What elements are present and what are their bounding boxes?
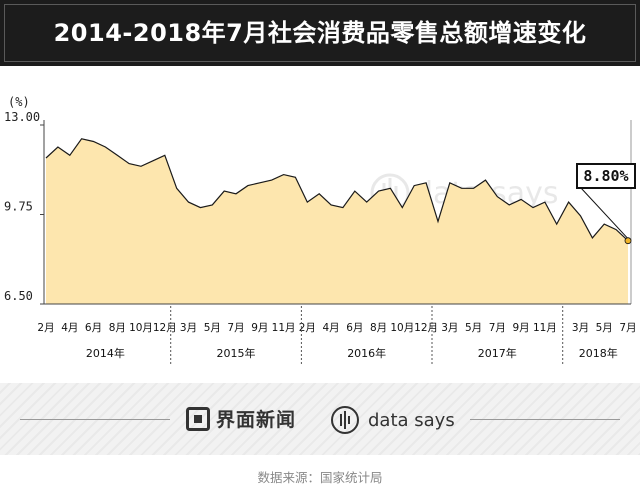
- x-tick-label: 4月: [323, 322, 340, 334]
- x-tick-label: 10月: [390, 322, 414, 334]
- footer: 界面新闻 data says 数据来源：国家统计局: [0, 383, 640, 504]
- x-tick-label: 11月: [533, 322, 557, 334]
- x-tick-label: 7月: [619, 322, 636, 334]
- y-tick-label: 13.00: [4, 110, 40, 124]
- x-tick-label: 2月: [37, 322, 54, 334]
- x-tick-label: 10月: [129, 322, 153, 334]
- x-tick-label: 3月: [572, 322, 589, 334]
- footer-divider-left: [20, 419, 170, 420]
- chart-title: 2014-2018年7月社会消费品零售总额增速变化: [53, 19, 587, 47]
- year-label: 2018年: [579, 346, 618, 360]
- brand-datasays-name: data says: [368, 409, 455, 431]
- datasays-logo-icon: [331, 406, 359, 434]
- footer-divider-right: [470, 419, 620, 420]
- x-tick-label: 2月: [299, 322, 316, 334]
- brand-jiemian: 界面新闻: [186, 405, 296, 432]
- x-tick-label: 6月: [346, 322, 363, 334]
- y-unit-label: (%): [8, 95, 30, 109]
- x-tick-label: 7月: [227, 322, 244, 334]
- last-point-marker: [624, 237, 632, 245]
- x-tick-label: 3月: [441, 322, 458, 334]
- y-tick-label: 6.50: [4, 289, 33, 303]
- y-ticks: 13.00 9.75 6.50: [4, 110, 44, 305]
- year-label: 2015年: [217, 346, 256, 360]
- x-tick-label: 5月: [204, 322, 221, 334]
- x-tick-label: 9月: [251, 322, 268, 334]
- year-labels: 2014年 2015年 2016年 2017年 2018年: [86, 306, 618, 366]
- callout-box: [576, 163, 636, 189]
- y-tick-label: 9.75: [4, 200, 33, 214]
- year-label: 2017年: [478, 346, 517, 360]
- x-tick-label: 8月: [109, 322, 126, 334]
- x-tick-label: 3月: [180, 322, 197, 334]
- data-source: 数据来源：国家统计局: [257, 470, 383, 485]
- x-tick-label: 8月: [370, 322, 387, 334]
- x-tick-label: 6月: [85, 322, 102, 334]
- brand-datasays: data says: [330, 405, 455, 435]
- callout: 8.80%: [576, 163, 636, 245]
- series-line: [45, 138, 629, 242]
- chart: 界面新闻 data says (%) 13.009.756.50 2月4月6月8…: [4, 95, 637, 366]
- x-tick-label: 9月: [513, 322, 530, 334]
- x-tick-label: 12月: [153, 322, 177, 334]
- x-tick-label: 5月: [596, 322, 613, 334]
- month-labels: 2月 4月 6月 8月 10月 12月 3月 5月 7月 9月 11月 2月 4月 6月 8月 10月 12月 3…: [37, 322, 636, 334]
- x-tick-label: 12月: [414, 322, 438, 334]
- year-label: 2016年: [347, 346, 386, 360]
- x-tick-label: 11月: [272, 322, 296, 334]
- callout-leader: [580, 187, 629, 240]
- x-tick-label: 4月: [61, 322, 78, 334]
- x-tick-label: 7月: [489, 322, 506, 334]
- x-tick-label: 5月: [465, 322, 482, 334]
- title-bar: [0, 0, 640, 66]
- area-fill: [46, 138, 628, 304]
- year-label: 2014年: [86, 346, 125, 360]
- brand-jiemian-name: 界面新闻: [216, 409, 297, 431]
- jiemian-logo-icon: [186, 406, 210, 431]
- callout-label: 8.80%: [583, 167, 628, 185]
